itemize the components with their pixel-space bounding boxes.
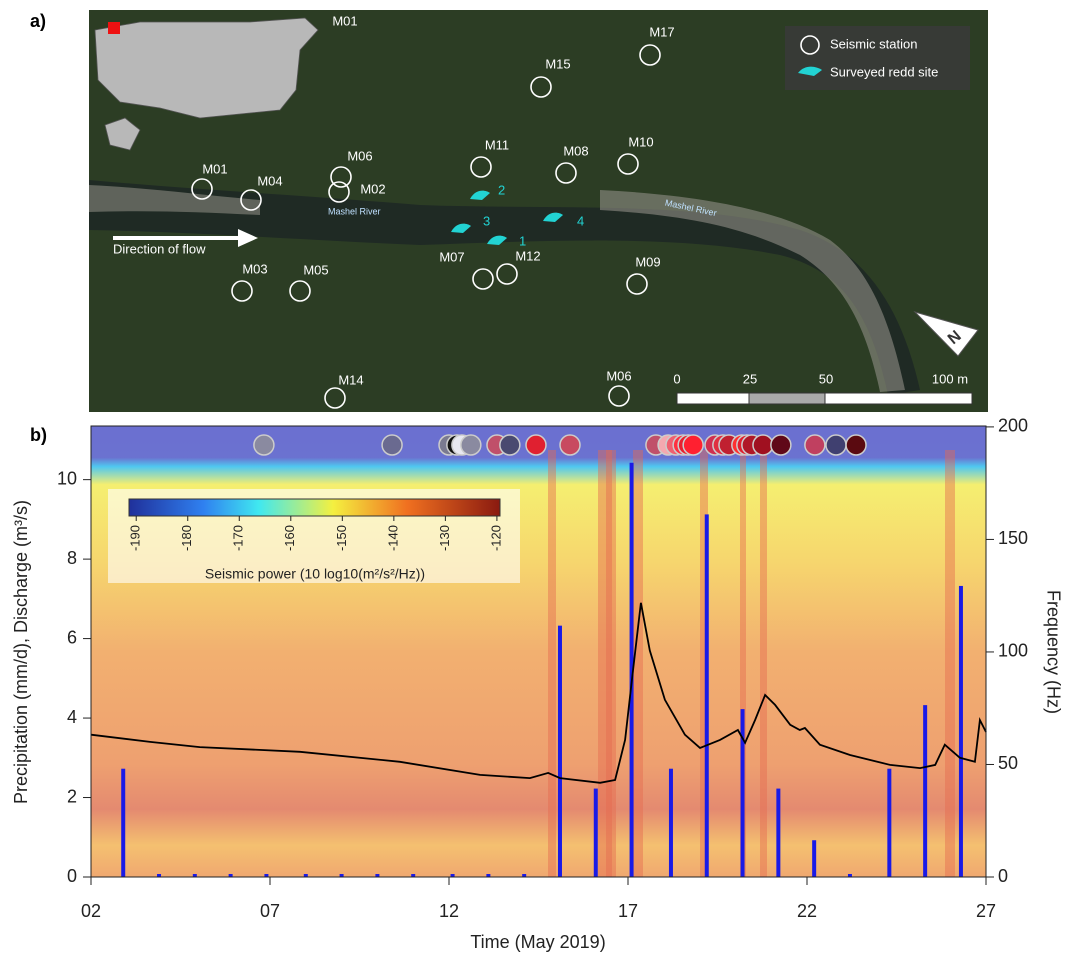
precip-bar <box>887 769 891 877</box>
station-label: M01 <box>332 13 357 28</box>
colorbar-tick-label: -130 <box>437 525 452 551</box>
x-tick-label: 12 <box>439 901 459 921</box>
event-marker <box>500 435 520 455</box>
x-tick-label: 22 <box>797 901 817 921</box>
station-label: M12 <box>515 248 540 263</box>
spectrogram-streak <box>760 450 767 877</box>
station-label: M06 <box>606 368 631 383</box>
y2-tick-label: 150 <box>998 528 1028 548</box>
colorbar-tick-label: -180 <box>179 525 194 551</box>
y-tick-label: 0 <box>67 866 77 886</box>
colorbar-tick-label: -190 <box>128 525 143 551</box>
y-axis-label: Precipitation (mm/d), Discharge (m³/s) <box>11 500 31 804</box>
precip-bar <box>558 626 562 877</box>
precip-bar <box>959 586 963 877</box>
y2-tick-label: 100 <box>998 641 1028 661</box>
colorbar-tick-label: -140 <box>385 525 400 551</box>
event-marker <box>560 435 580 455</box>
station-label: M10 <box>628 134 653 149</box>
precip-bar <box>776 789 780 877</box>
station-label: M01 <box>202 161 227 176</box>
event-marker <box>805 435 825 455</box>
colorbar-tick-label: -120 <box>488 525 503 551</box>
spectrogram-streak <box>945 450 955 877</box>
station-label: M08 <box>563 143 588 158</box>
redd-label: 1 <box>519 233 526 248</box>
x-tick-label: 27 <box>976 901 996 921</box>
precip-bar <box>923 705 927 877</box>
event-marker <box>526 435 546 455</box>
y-tick-label: 8 <box>67 548 77 568</box>
y-tick-label: 6 <box>67 627 77 647</box>
event-marker <box>826 435 846 455</box>
scale-label: 0 <box>673 371 680 386</box>
flow-label: Direction of flow <box>113 241 206 256</box>
x-tick-label: 07 <box>260 901 280 921</box>
event-marker <box>753 435 773 455</box>
x-tick-label: 02 <box>81 901 101 921</box>
x-tick-label: 17 <box>618 901 638 921</box>
river-label: Mashel River <box>328 206 381 216</box>
colorbar <box>129 499 500 516</box>
station-label: M03 <box>242 261 267 276</box>
precip-bar <box>812 840 816 877</box>
colorbar-tick-label: -170 <box>231 525 246 551</box>
station-label: M14 <box>338 372 363 387</box>
colorbar-label: Seismic power (10 log10(m²/s²/Hz)) <box>205 566 425 582</box>
y2-tick-label: 200 <box>998 416 1028 436</box>
y-tick-label: 2 <box>67 786 77 806</box>
redd-label: 3 <box>483 213 490 228</box>
event-marker <box>771 435 791 455</box>
precip-bar <box>705 514 709 877</box>
panel-label: a) <box>30 11 46 31</box>
station-label: M11 <box>485 137 509 152</box>
station-label: M17 <box>649 24 674 39</box>
station-label: M09 <box>635 254 660 269</box>
redd-label: 4 <box>577 213 584 228</box>
event-marker <box>461 435 481 455</box>
panel-label: b) <box>30 425 47 445</box>
spectrogram-streak <box>548 450 556 877</box>
event-marker <box>846 435 866 455</box>
y-tick-label: 4 <box>67 707 77 727</box>
precip-bar <box>594 789 598 877</box>
event-marker <box>382 435 402 455</box>
legend-label: Surveyed redd site <box>830 64 938 79</box>
spectrogram-streak <box>606 450 616 877</box>
event-marker <box>683 435 703 455</box>
legend-label: Seismic station <box>830 36 917 51</box>
precip-bar <box>121 769 125 877</box>
map: Seismic station Surveyed redd site Direc… <box>89 10 988 412</box>
x-axis-label: Time (May 2019) <box>470 932 605 952</box>
scale-label: 50 <box>819 371 833 386</box>
figure: a) b) Seismic station Surveyed redd site… <box>0 0 1071 957</box>
precip-bar <box>669 769 673 877</box>
redd-label: 2 <box>498 182 505 197</box>
colorbar-tick-label: -150 <box>334 525 349 551</box>
y2-axis-label: Frequency (Hz) <box>1043 590 1063 714</box>
station-label: M05 <box>303 262 328 277</box>
y2-tick-label: 50 <box>998 753 1018 773</box>
station-label: M07 <box>439 249 464 264</box>
y-tick-label: 10 <box>57 468 77 488</box>
colorbar-tick-label: -160 <box>282 525 297 551</box>
station-label: M04 <box>257 173 282 188</box>
scale-label: 100 m <box>932 371 968 386</box>
event-marker <box>254 435 274 455</box>
scale-label: 25 <box>743 371 757 386</box>
y2-tick-label: 0 <box>998 866 1008 886</box>
station-label: M02 <box>360 181 385 196</box>
station-label: M06 <box>347 148 372 163</box>
station-label: M15 <box>545 56 570 71</box>
